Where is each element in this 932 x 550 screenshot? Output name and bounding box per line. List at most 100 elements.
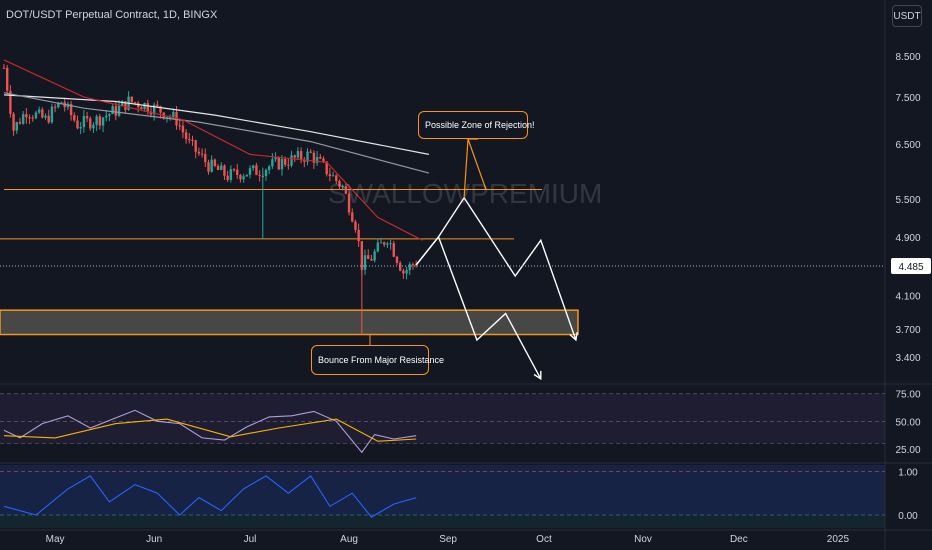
candle-body [277, 157, 280, 170]
rsi-tick-label: 50.00 [895, 417, 920, 428]
candle-body [408, 264, 411, 271]
candle-body [140, 107, 143, 110]
candle-body [12, 113, 15, 131]
candle-body [89, 118, 92, 129]
candle-body [28, 117, 31, 119]
candle-body [395, 256, 399, 263]
candle-body [152, 104, 156, 115]
candle-body [159, 106, 162, 113]
rsi-tick-label: 75.00 [895, 390, 920, 401]
candle-body [312, 152, 316, 163]
candle-body [85, 116, 89, 119]
time-tick-label: Oct [536, 534, 552, 545]
candle-body [354, 221, 357, 230]
osc-upper-band [0, 465, 885, 515]
candle-body [239, 175, 242, 180]
candle-body [383, 242, 386, 245]
candle-body [245, 174, 249, 177]
price-tick-label: 8.500 [895, 52, 920, 63]
rsi-tick-label: 25.00 [895, 445, 920, 456]
rejection-zone-label: Possible Zone of Rejection! [418, 111, 535, 139]
rsi-line [3, 418, 417, 442]
candle-body [18, 122, 22, 124]
candle-body [280, 158, 284, 170]
candle-body [351, 212, 354, 222]
candle-body [347, 193, 351, 213]
candle-body [98, 116, 102, 126]
moving-average-line [3, 92, 430, 174]
candle-body [357, 229, 360, 242]
candle-body [207, 162, 210, 172]
candle-body [319, 156, 322, 159]
candle-body [47, 115, 50, 123]
candle-body [360, 241, 364, 270]
candle-body [149, 111, 153, 115]
candle-body [69, 103, 73, 116]
projection-path [415, 235, 542, 380]
candle-body [21, 114, 25, 124]
watermark: SWALLOWPREMIUM [328, 178, 603, 209]
time-tick-label: Sep [439, 534, 457, 545]
candle-body [379, 242, 383, 244]
price-tick-label: 4.900 [895, 233, 920, 244]
candle-body [41, 109, 44, 118]
candle-body [338, 180, 341, 187]
candle-body [306, 151, 309, 162]
candle-body [117, 105, 121, 116]
candle-body [271, 159, 274, 167]
candle-body [229, 169, 233, 180]
time-tick-label: Jul [244, 534, 257, 545]
candle-body [252, 165, 255, 169]
candle-body [232, 169, 236, 171]
candle-body [405, 270, 408, 274]
time-tick-label: Dec [730, 534, 748, 545]
candle-body [114, 106, 118, 116]
candle-body [181, 125, 185, 133]
candle-body [44, 115, 47, 118]
candle-body [220, 165, 223, 170]
candle-body [200, 153, 204, 155]
candle-body [296, 151, 300, 158]
candle-body [25, 114, 28, 118]
candle-body [376, 242, 380, 252]
candle-body [73, 115, 76, 121]
candle-body [290, 155, 293, 166]
candle-body [34, 112, 38, 119]
candle-body [258, 174, 261, 176]
price-tick-label: 3.700 [895, 325, 920, 336]
candle-body [386, 243, 389, 245]
rejection-connector [463, 138, 487, 198]
candle-body [53, 106, 57, 108]
candle-body [146, 103, 149, 112]
candle-body [50, 106, 54, 123]
candle-body [315, 156, 319, 163]
candle-body [76, 120, 79, 129]
time-tick-label: Jun [146, 534, 162, 545]
candle-body [188, 139, 191, 141]
candle-body [178, 125, 181, 127]
candle-body [194, 140, 197, 152]
moving-average-line [3, 94, 430, 155]
candle-body [242, 176, 245, 180]
price-tick-label: 7.500 [895, 93, 920, 104]
candle-body [197, 151, 201, 154]
price-tick-label: 5.500 [895, 195, 920, 206]
candle-body [191, 139, 194, 141]
candle-body [373, 251, 376, 261]
candle-body [335, 175, 338, 181]
time-tick-label: May [46, 534, 65, 545]
candle-body [264, 169, 268, 177]
candle-body [398, 262, 402, 271]
candle-body [216, 165, 220, 170]
candle-body [156, 104, 159, 107]
time-tick-label: Nov [634, 534, 652, 545]
currency-button[interactable]: USDT [892, 5, 922, 27]
last-price-box [891, 257, 931, 274]
candle-body [82, 116, 86, 128]
candle-body [184, 132, 188, 140]
candle-body [325, 161, 328, 175]
symbol-title: DOT/USDT Perpetual Contract, 1D, BINGX [6, 9, 218, 21]
candle-body [79, 127, 82, 129]
last-price-label: 4.485 [898, 262, 923, 273]
